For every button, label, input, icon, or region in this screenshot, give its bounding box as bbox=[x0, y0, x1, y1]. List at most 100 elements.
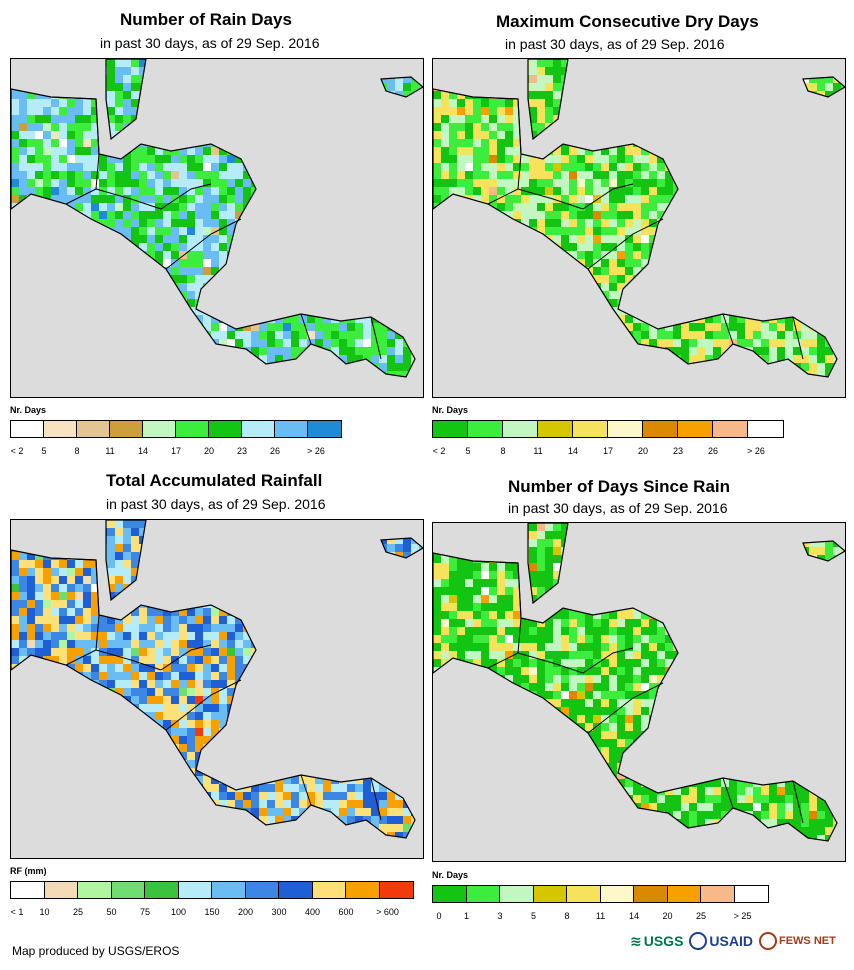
country-border bbox=[370, 777, 382, 821]
country-border bbox=[95, 188, 162, 210]
legend-swatch bbox=[713, 421, 748, 437]
legend-swatch bbox=[678, 421, 713, 437]
panel-subtitle: in past 30 days, as of 29 Sep. 2016 bbox=[505, 36, 725, 52]
legend-tick-label: 11 bbox=[595, 911, 606, 921]
country-border bbox=[300, 313, 312, 345]
map-rain-days bbox=[10, 58, 424, 398]
legend-tick-label: 20 bbox=[203, 446, 215, 456]
legend-swatch bbox=[667, 886, 701, 902]
legend-swatch bbox=[500, 886, 534, 902]
country-border bbox=[517, 652, 584, 674]
country-border bbox=[160, 183, 212, 210]
legend-tick-label: > 26 bbox=[307, 446, 325, 456]
panel-subtitle: in past 30 days, as of 29 Sep. 2016 bbox=[106, 496, 326, 512]
fews-net-logo: FEWS NET bbox=[758, 932, 836, 950]
country-border bbox=[472, 560, 522, 619]
legend-swatch bbox=[538, 421, 573, 437]
legend-tick-label: 14 bbox=[567, 446, 579, 456]
legend-tick-label: 5 bbox=[465, 446, 471, 456]
legend-bar bbox=[432, 420, 784, 438]
country-border bbox=[587, 218, 664, 270]
country-border bbox=[200, 724, 227, 751]
legend-tick-label: 23 bbox=[672, 446, 684, 456]
legend-swatch bbox=[433, 421, 468, 437]
legend-bar bbox=[10, 881, 414, 899]
legend-tick-label: 20 bbox=[637, 446, 649, 456]
map-days-since-rain bbox=[432, 522, 846, 862]
legend-tick-label: 50 bbox=[106, 907, 117, 917]
country-border bbox=[165, 679, 242, 731]
legend-swatch bbox=[308, 421, 341, 437]
usaid-logo-text: USAID bbox=[709, 933, 753, 949]
panel-subtitle: in past 30 days, as of 29 Sep. 2016 bbox=[508, 500, 728, 516]
legend-tick-label: 600 bbox=[338, 907, 354, 917]
legend-swatch bbox=[312, 882, 346, 898]
country-border bbox=[370, 316, 382, 360]
legend-tick-label: 100 bbox=[170, 907, 187, 917]
legend-tick-label: 14 bbox=[628, 911, 640, 921]
coastline bbox=[11, 59, 423, 378]
legend-swatch bbox=[11, 421, 44, 437]
country-border bbox=[587, 682, 664, 734]
legend-tick-label: 20 bbox=[662, 911, 673, 921]
country-border bbox=[792, 316, 804, 360]
country-border bbox=[472, 96, 522, 155]
legend-bar bbox=[10, 420, 342, 438]
legend-swatch bbox=[503, 421, 538, 437]
fews-logo-text: FEWS NET bbox=[778, 935, 836, 947]
legend-tick-label: 5 bbox=[530, 911, 537, 921]
legend-swatch bbox=[346, 882, 380, 898]
legend-swatch bbox=[77, 421, 110, 437]
country-border bbox=[165, 218, 242, 270]
legend-swatch bbox=[573, 421, 608, 437]
legend-swatch bbox=[110, 421, 143, 437]
legend-tick-label: 10 bbox=[39, 907, 50, 917]
panel-title: Number of Days Since Rain bbox=[508, 477, 731, 496]
legend-tick-label: > 600 bbox=[376, 907, 399, 917]
country-border bbox=[50, 557, 100, 616]
map-max-dry-days bbox=[432, 58, 846, 398]
legend-swatch bbox=[275, 421, 308, 437]
legend-swatch bbox=[379, 882, 413, 898]
legend-swatch bbox=[468, 421, 503, 437]
legend-tick-label: 8 bbox=[74, 446, 80, 456]
country-border bbox=[622, 727, 649, 754]
country-border bbox=[582, 647, 634, 674]
legend-swatch bbox=[242, 421, 275, 437]
country-border bbox=[95, 649, 162, 671]
legend-swatch bbox=[176, 421, 209, 437]
legend-tick-label: 23 bbox=[236, 446, 248, 456]
legend-unit-label: RF (mm) bbox=[10, 866, 47, 876]
legend-tick-label: 150 bbox=[204, 907, 220, 917]
legend-tick-label: 1 bbox=[463, 911, 470, 921]
country-border bbox=[160, 644, 212, 671]
coastline bbox=[433, 523, 845, 842]
legend-tick-label: 300 bbox=[271, 907, 287, 917]
footer-credit: Map produced by USGS/EROS bbox=[12, 944, 180, 958]
legend-tick-label: 3 bbox=[497, 911, 503, 921]
panel-title: Total Accumulated Rainfall bbox=[106, 471, 323, 490]
legend-tick-label: 25 bbox=[695, 911, 707, 921]
country-border bbox=[582, 183, 634, 210]
legend-swatch bbox=[111, 882, 145, 898]
legend-swatch bbox=[734, 886, 768, 902]
legend-tick-label: < 2 bbox=[432, 446, 446, 456]
legend-tick-label: 11 bbox=[533, 446, 543, 456]
fews-seal-icon bbox=[758, 932, 777, 950]
usaid-logo: USAID bbox=[689, 932, 753, 950]
country-border bbox=[792, 780, 804, 824]
country-border bbox=[622, 263, 649, 290]
legend-swatch bbox=[44, 421, 77, 437]
legend-unit-label: Nr. Days bbox=[432, 870, 469, 880]
legend-swatch bbox=[212, 882, 246, 898]
legend-tick-label: > 26 bbox=[747, 446, 765, 456]
legend-tick-label: 8 bbox=[500, 446, 506, 456]
legend-swatch bbox=[600, 886, 634, 902]
legend-unit-label: Nr. Days bbox=[432, 405, 469, 415]
legend-swatch bbox=[533, 886, 567, 902]
country-border bbox=[722, 777, 734, 809]
country-border bbox=[722, 313, 734, 345]
usgs-logo: ≋ USGS bbox=[630, 932, 684, 950]
country-border bbox=[200, 263, 227, 290]
legend-tick-label: 75 bbox=[139, 907, 151, 917]
